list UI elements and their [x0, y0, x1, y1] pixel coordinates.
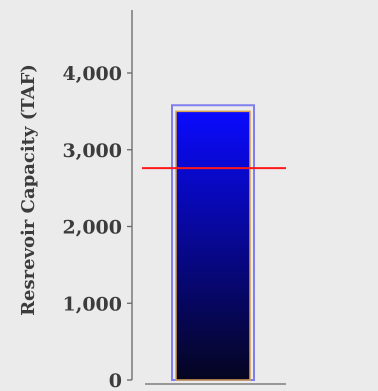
- y-tick-label: 1,000: [63, 293, 123, 315]
- y-tick-label: 2,000: [63, 217, 123, 239]
- y-tick-label: 0: [109, 370, 122, 391]
- y-tick-label: 3,000: [63, 140, 123, 162]
- y-axis-title: Resrevoir Capacity (TAF): [18, 64, 39, 316]
- bar-fill: [175, 110, 251, 381]
- bars: [171, 104, 255, 382]
- y-tick-label: 4,000: [63, 63, 123, 85]
- y-axis: 0 1,000 2,000 3,000 4,000: [63, 10, 286, 391]
